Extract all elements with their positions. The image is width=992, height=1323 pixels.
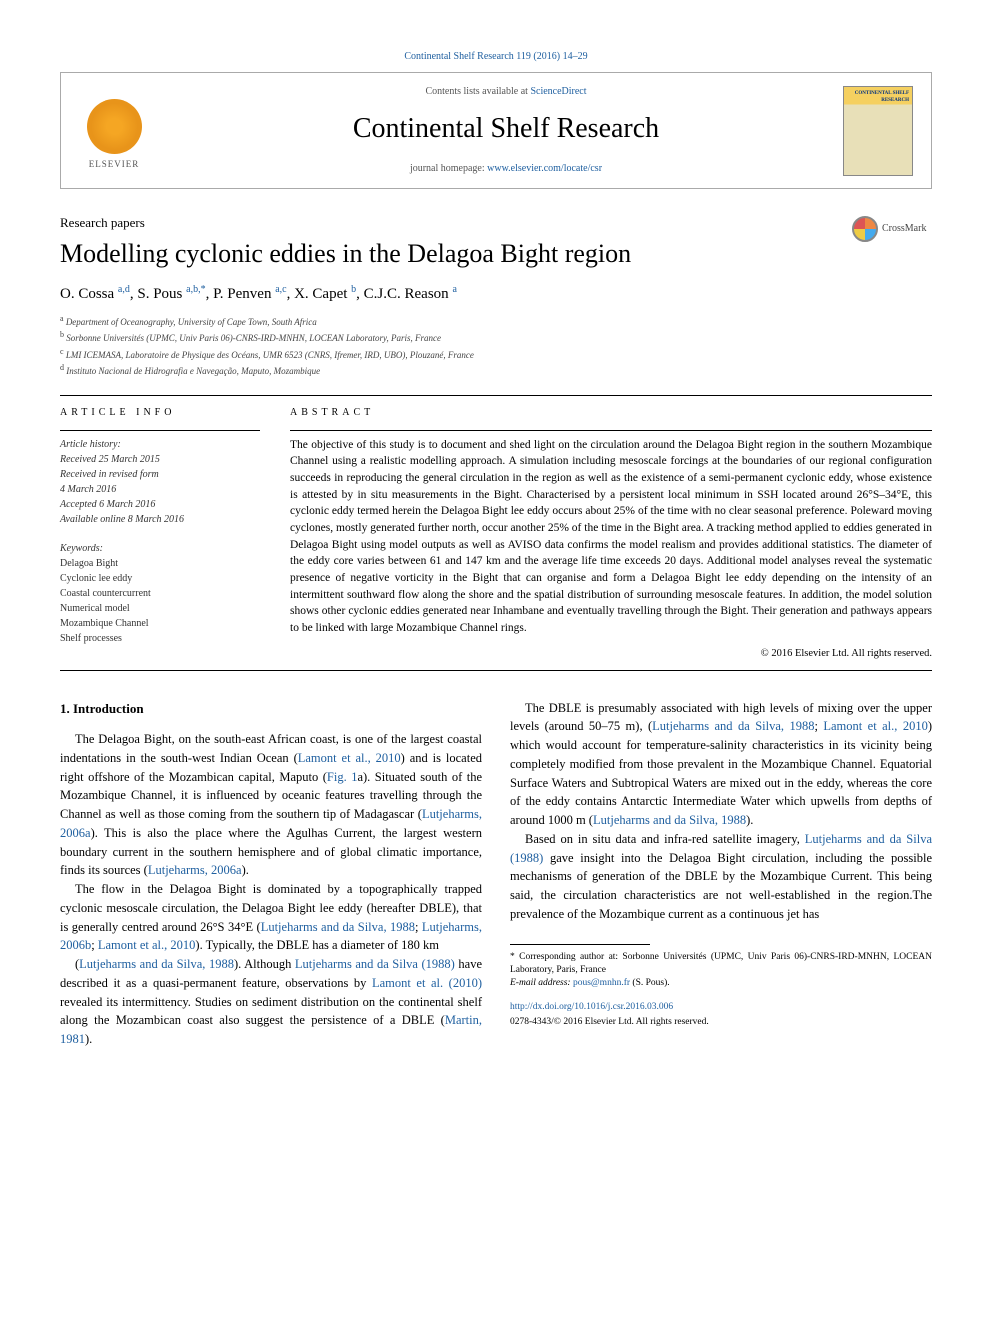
info-rule <box>60 430 260 431</box>
journal-name: Continental Shelf Research <box>169 109 843 148</box>
contents-line: Contents lists available at ScienceDirec… <box>169 85 843 99</box>
body-paragraph: The DBLE is presumably associated with h… <box>510 699 932 830</box>
affiliations: a Department of Oceanography, University… <box>60 313 932 379</box>
elsevier-tree-icon <box>87 99 142 154</box>
citation-link[interactable]: Lutjeharms, 2006a <box>60 807 482 840</box>
author-affil-link[interactable]: a,c <box>275 284 286 295</box>
affiliation: a Department of Oceanography, University… <box>60 313 932 330</box>
citation-link[interactable]: Lutjeharms, 2006a <box>148 863 242 877</box>
crossmark-icon <box>852 216 878 242</box>
contents-prefix: Contents lists available at <box>425 86 530 97</box>
history-line: Available online 8 March 2016 <box>60 512 260 527</box>
keyword: Coastal countercurrent <box>60 586 260 601</box>
author-affil-link[interactable]: a <box>452 284 456 295</box>
journal-header: ELSEVIER Contents lists available at Sci… <box>60 72 932 189</box>
body-paragraph: The Delagoa Bight, on the south-east Afr… <box>60 730 482 880</box>
sciencedirect-link[interactable]: ScienceDirect <box>530 86 586 97</box>
author-affil-link[interactable]: a,b,* <box>186 284 205 295</box>
keyword: Numerical model <box>60 601 260 616</box>
keyword: Delagoa Bight <box>60 556 260 571</box>
elsevier-name: ELSEVIER <box>89 158 140 171</box>
info-label: article info <box>60 406 260 420</box>
author-affil-link[interactable]: b <box>351 284 356 295</box>
elsevier-logo: ELSEVIER <box>79 91 149 171</box>
article-info: article info Article history: Received 2… <box>60 406 260 662</box>
keyword: Shelf processes <box>60 631 260 646</box>
keywords-block: Keywords: Delagoa BightCyclonic lee eddy… <box>60 541 260 646</box>
citation-link[interactable]: Lamont et al., 2010 <box>823 719 927 733</box>
abstract-copyright: © 2016 Elsevier Ltd. All rights reserved… <box>290 647 932 662</box>
article-header: CrossMark Research papers Modelling cycl… <box>60 214 932 379</box>
history-label: Article history: <box>60 437 260 452</box>
crossmark-label: CrossMark <box>882 222 926 236</box>
article-history: Article history: Received 25 March 2015R… <box>60 437 260 527</box>
citation-link[interactable]: Lutjeharms and da Silva, 1988 <box>593 813 746 827</box>
footnote-separator <box>510 944 650 945</box>
rule-top <box>60 395 932 396</box>
keyword: Mozambique Channel <box>60 616 260 631</box>
journal-cover-title: CONTINENTAL SHELF RESEARCH <box>847 90 909 104</box>
issn-line: 0278-4343/© 2016 Elsevier Ltd. All right… <box>510 1017 709 1027</box>
doi-link[interactable]: http://dx.doi.org/10.1016/j.csr.2016.03.… <box>510 1002 673 1012</box>
citation-link[interactable]: Fig. 1 <box>327 770 358 784</box>
introduction: 1. Introduction The Delagoa Bight, on th… <box>60 699 932 1049</box>
footnotes: * Corresponding author at: Sorbonne Univ… <box>510 951 932 991</box>
citation-link[interactable]: Lutjeharms and da Silva (1988) <box>295 957 455 971</box>
email-link[interactable]: pous@mnhn.fr <box>573 978 630 988</box>
citation-link[interactable]: Lamont et al., 2010 <box>298 751 401 765</box>
history-line: 4 March 2016 <box>60 482 260 497</box>
article-type: Research papers <box>60 214 932 232</box>
citation-link[interactable]: Lutjeharms and da Silva, 1988 <box>652 719 814 733</box>
body-paragraph: (Lutjeharms and da Silva, 1988). Althoug… <box>60 955 482 1049</box>
citation-link[interactable]: Lamont et al. (2010) <box>372 976 482 990</box>
affiliation: b Sorbonne Universités (UPMC, Univ Paris… <box>60 329 932 346</box>
homepage-url[interactable]: www.elsevier.com/locate/csr <box>487 163 602 174</box>
homepage-prefix: journal homepage: <box>410 163 487 174</box>
rule-bottom <box>60 670 932 671</box>
journal-cover: CONTINENTAL SHELF RESEARCH <box>843 86 913 176</box>
abstract-text: The objective of this study is to docume… <box>290 437 932 637</box>
email-label: E-mail address: <box>510 978 573 988</box>
homepage-line: journal homepage: www.elsevier.com/locat… <box>169 162 843 176</box>
abstract-rule <box>290 430 932 431</box>
history-line: Received in revised form <box>60 467 260 482</box>
corresponding-note: * Corresponding author at: Sorbonne Univ… <box>510 951 932 978</box>
citation-link[interactable]: Lutjeharms and da Silva, 1988 <box>79 957 234 971</box>
email-line: E-mail address: pous@mnhn.fr (S. Pous). <box>510 977 932 990</box>
citation-link[interactable]: Martin, 1981 <box>60 1013 482 1046</box>
info-abstract-row: article info Article history: Received 2… <box>60 406 932 662</box>
doi-block: http://dx.doi.org/10.1016/j.csr.2016.03.… <box>510 1000 932 1029</box>
history-line: Accepted 6 March 2016 <box>60 497 260 512</box>
citation-link[interactable]: Lutjeharms and da Silva, 1988 <box>261 920 415 934</box>
author-affil-link[interactable]: a,d <box>118 284 130 295</box>
affiliation: c LMI ICEMASA, Laboratoire de Physique d… <box>60 346 932 363</box>
abstract-label: abstract <box>290 406 932 420</box>
crossmark-badge[interactable]: CrossMark <box>852 214 932 244</box>
article-title: Modelling cyclonic eddies in the Delagoa… <box>60 236 932 272</box>
top-citation: Continental Shelf Research 119 (2016) 14… <box>60 50 932 64</box>
keyword: Cyclonic lee eddy <box>60 571 260 586</box>
header-center: Contents lists available at ScienceDirec… <box>169 85 843 176</box>
email-suffix: (S. Pous). <box>630 978 670 988</box>
keywords-label: Keywords: <box>60 541 260 556</box>
citation-link[interactable]: Lutjeharms and da Silva (1988) <box>510 832 932 865</box>
history-line: Received 25 March 2015 <box>60 452 260 467</box>
abstract: abstract The objective of this study is … <box>290 406 932 662</box>
affiliation: d Instituto Nacional de Hidrografia e Na… <box>60 362 932 379</box>
section-heading: 1. Introduction <box>60 699 482 719</box>
body-paragraph: The flow in the Delagoa Bight is dominat… <box>60 880 482 955</box>
citation-link[interactable]: Lamont et al., 2010 <box>98 938 196 952</box>
authors: O. Cossa a,d, S. Pous a,b,*, P. Penven a… <box>60 283 932 305</box>
body-paragraph: Based on in situ data and infra-red sate… <box>510 830 932 924</box>
